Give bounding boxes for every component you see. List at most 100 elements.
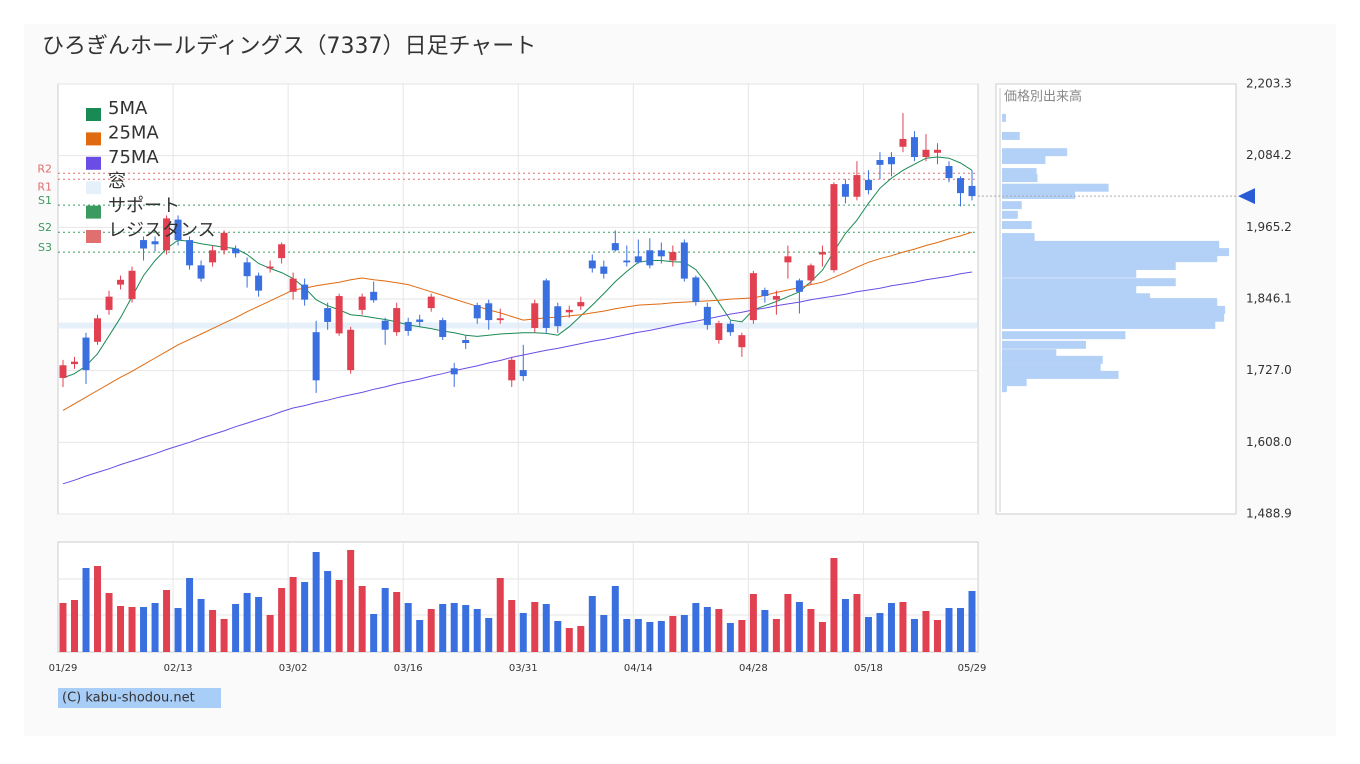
candle-body [542,280,550,328]
volume-bar [818,622,826,652]
profile-bar [1002,156,1046,165]
candle-body [174,219,182,241]
profile-bar [1002,269,1137,278]
profile-bar [1002,370,1119,379]
grid [58,83,978,652]
candle-body [531,303,539,328]
candle-body [485,303,493,321]
volume-bar [404,603,412,652]
volume-bar [749,594,757,652]
candle-body [71,361,79,365]
volume-bar [381,588,389,652]
volume-bar [94,566,102,652]
candle-body [841,184,849,197]
volume-bar [565,628,573,652]
copyright-bg [58,688,221,708]
candle-body [186,240,194,266]
volume-bar [232,604,240,652]
volume-bar [669,616,677,652]
candle-body [749,273,757,321]
legend-swatch [86,108,101,121]
profile-bar [1002,320,1216,329]
volume-bar [174,608,182,652]
y-tick-label: 1,846.1 [1246,292,1292,306]
profile-title: 価格別出来高 [1004,89,1082,105]
candle-body [634,256,642,263]
candle-body [151,241,159,245]
level-label: S1 [38,194,52,207]
candle-body [761,290,769,297]
candle-body [128,270,136,300]
candle-body [427,296,435,309]
volume-bar [117,606,125,652]
volume-bar [266,615,274,652]
volume-bar [186,578,194,652]
profile-bar [1002,254,1218,263]
volume-bar [312,552,320,652]
x-tick-label: 02/13 [164,663,193,674]
x-tick-label: 04/14 [624,663,653,674]
profile-bar [1002,148,1068,157]
candle-body [232,248,240,254]
candle-body [197,265,205,279]
volume-bar [623,619,631,652]
candle-body [623,260,631,263]
volume-bar [496,578,504,652]
legend-label: 75MA [108,147,159,168]
candle-body [933,149,941,153]
candle-body [600,266,608,274]
candle-body [830,184,838,271]
candle-body [577,302,585,307]
volume-bar [450,603,458,652]
candle-body [140,240,148,249]
volume-bar [761,610,769,652]
volume-bar [841,599,849,652]
volume-bar [956,608,964,652]
volume-bar [726,623,734,652]
profile-bar [1002,183,1109,192]
candle-body [496,318,504,321]
profile-bar [1002,201,1022,210]
profile-bar [1002,278,1176,287]
candle-body [209,250,217,263]
legend-label: レジスタンス [108,220,216,241]
candle-body [450,368,458,375]
candle-body [738,335,746,348]
profile-bar [1002,286,1137,295]
candle-body [335,296,343,334]
candle-body [922,149,930,158]
volume-bar [680,615,688,652]
profile-bar [1002,248,1230,257]
x-tick-label: 05/29 [958,663,987,674]
volume-bar [140,607,148,652]
volume-bar [554,621,562,652]
volume-bar [278,588,286,652]
volume-bar [243,593,251,652]
candle-body [519,370,527,377]
profile-bar [1002,378,1027,387]
legend-label: 25MA [108,122,159,143]
candle-body [220,232,228,251]
volume-bar [427,609,435,652]
candle-body [669,252,677,261]
candle-body [646,250,654,266]
candle-body [565,309,573,313]
volume-bar [853,594,861,652]
volume-bar [876,613,884,652]
candle-body [266,266,274,269]
legend-swatch [86,156,101,170]
level-label: R1 [37,180,52,193]
chart-title: ひろぎんホールディングス（7337）日足チャート [42,34,536,59]
copyright: (C) kabu-shodou.net [62,691,195,706]
volume-bar [531,602,539,652]
profile-bar [1002,305,1226,314]
volume-bar [519,613,527,652]
candle-body [726,323,734,333]
volume-bar [289,577,297,652]
y-tick-label: 2,203.3 [1246,77,1292,91]
candle-body [899,138,907,147]
ma-line [62,156,973,379]
candle-body [439,320,447,337]
ma-line [62,271,973,485]
